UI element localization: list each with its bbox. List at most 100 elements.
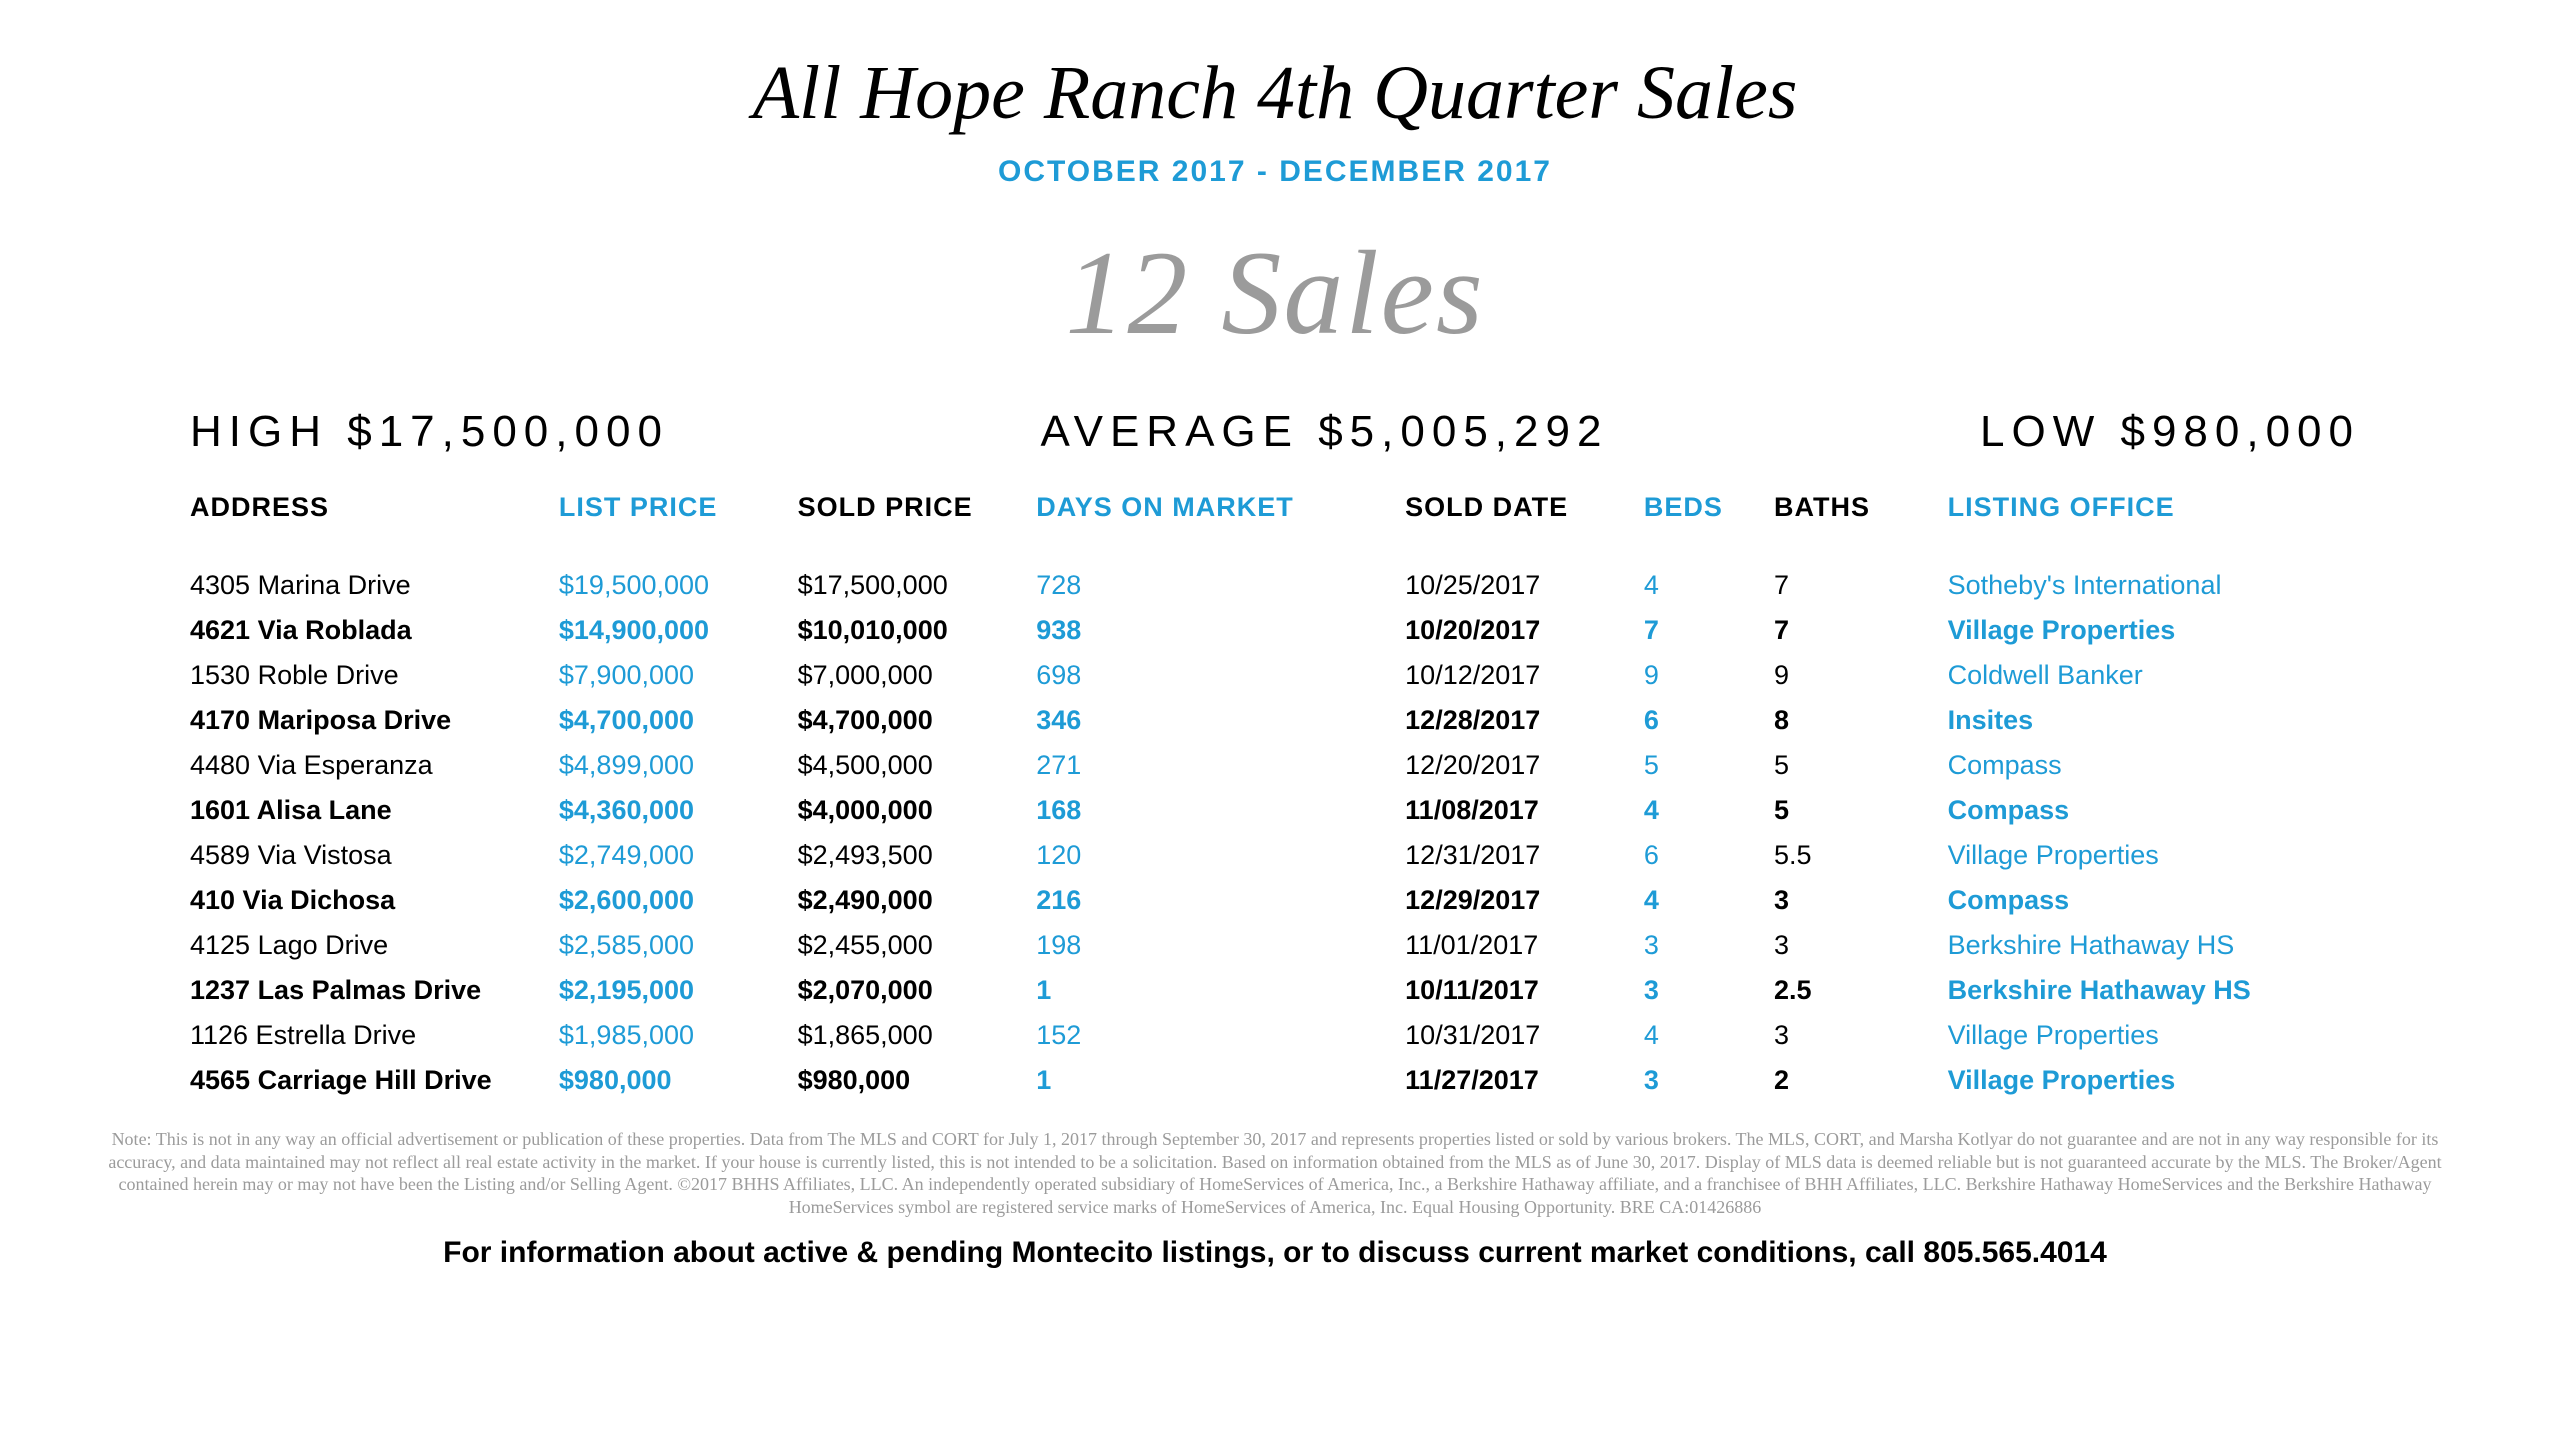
table-cell: $2,493,500 bbox=[798, 833, 1037, 878]
table-cell: 698 bbox=[1036, 653, 1405, 698]
table-cell: 4565 Carriage Hill Drive bbox=[190, 1058, 559, 1103]
column-header: LISTING OFFICE bbox=[1948, 492, 2360, 563]
table-cell: 728 bbox=[1036, 563, 1405, 608]
table-cell: 7 bbox=[1644, 608, 1774, 653]
table-cell: 4 bbox=[1644, 563, 1774, 608]
table-cell: 7 bbox=[1774, 608, 1948, 653]
cta-text: For information about active & pending M… bbox=[80, 1236, 2470, 1270]
table-cell: 10/11/2017 bbox=[1405, 968, 1644, 1013]
table-cell: $4,700,000 bbox=[559, 698, 798, 743]
table-cell: Village Properties bbox=[1948, 1013, 2360, 1058]
table-cell: 11/01/2017 bbox=[1405, 923, 1644, 968]
table-cell: $2,585,000 bbox=[559, 923, 798, 968]
table-cell: Coldwell Banker bbox=[1948, 653, 2360, 698]
table-cell: 2.5 bbox=[1774, 968, 1948, 1013]
table-row: 4621 Via Roblada$14,900,000$10,010,00093… bbox=[190, 608, 2360, 653]
table-row: 1126 Estrella Drive$1,985,000$1,865,0001… bbox=[190, 1013, 2360, 1058]
table-row: 1601 Alisa Lane$4,360,000$4,000,00016811… bbox=[190, 788, 2360, 833]
table-cell: 12/28/2017 bbox=[1405, 698, 1644, 743]
table-cell: $2,749,000 bbox=[559, 833, 798, 878]
table-cell: 5.5 bbox=[1774, 833, 1948, 878]
table-cell: 168 bbox=[1036, 788, 1405, 833]
table-cell: 9 bbox=[1774, 653, 1948, 698]
column-header: DAYS ON MARKET bbox=[1036, 492, 1405, 563]
table-cell: 4125 Lago Drive bbox=[190, 923, 559, 968]
table-cell: $1,985,000 bbox=[559, 1013, 798, 1058]
table-cell: 10/20/2017 bbox=[1405, 608, 1644, 653]
table-cell: 3 bbox=[1774, 878, 1948, 923]
table-cell: $4,899,000 bbox=[559, 743, 798, 788]
table-cell: 152 bbox=[1036, 1013, 1405, 1058]
date-range: OCTOBER 2017 - DECEMBER 2017 bbox=[80, 155, 2470, 189]
table-cell: Compass bbox=[1948, 743, 2360, 788]
table-cell: Insites bbox=[1948, 698, 2360, 743]
table-cell: 3 bbox=[1644, 923, 1774, 968]
table-cell: 5 bbox=[1774, 788, 1948, 833]
table-cell: 10/25/2017 bbox=[1405, 563, 1644, 608]
table-cell: 6 bbox=[1644, 698, 1774, 743]
table-cell: Sotheby's International bbox=[1948, 563, 2360, 608]
table-cell: 2 bbox=[1774, 1058, 1948, 1103]
stat-average: AVERAGE $5,005,292 bbox=[1041, 407, 1609, 457]
column-header: BATHS bbox=[1774, 492, 1948, 563]
table-cell: $7,000,000 bbox=[798, 653, 1037, 698]
table-cell: 410 Via Dichosa bbox=[190, 878, 559, 923]
table-cell: $4,360,000 bbox=[559, 788, 798, 833]
table-cell: 12/29/2017 bbox=[1405, 878, 1644, 923]
table-cell: 3 bbox=[1774, 923, 1948, 968]
stats-row: HIGH $17,500,000 AVERAGE $5,005,292 LOW … bbox=[80, 407, 2470, 457]
column-header: LIST PRICE bbox=[559, 492, 798, 563]
table-cell: 346 bbox=[1036, 698, 1405, 743]
table-cell: 5 bbox=[1644, 743, 1774, 788]
sales-count: 12 Sales bbox=[80, 224, 2470, 362]
table-cell: Compass bbox=[1948, 788, 2360, 833]
table-cell: $2,490,000 bbox=[798, 878, 1037, 923]
table-cell: 6 bbox=[1644, 833, 1774, 878]
table-cell: Village Properties bbox=[1948, 1058, 2360, 1103]
table-cell: 1 bbox=[1036, 1058, 1405, 1103]
table-cell: 120 bbox=[1036, 833, 1405, 878]
table-cell: $980,000 bbox=[559, 1058, 798, 1103]
table-cell: Berkshire Hathaway HS bbox=[1948, 968, 2360, 1013]
table-cell: 12/31/2017 bbox=[1405, 833, 1644, 878]
table-cell: 938 bbox=[1036, 608, 1405, 653]
column-header: BEDS bbox=[1644, 492, 1774, 563]
table-cell: $4,700,000 bbox=[798, 698, 1037, 743]
table-row: 4480 Via Esperanza$4,899,000$4,500,00027… bbox=[190, 743, 2360, 788]
table-cell: 3 bbox=[1644, 968, 1774, 1013]
table-cell: 4 bbox=[1644, 788, 1774, 833]
column-header: SOLD DATE bbox=[1405, 492, 1644, 563]
table-cell: $2,600,000 bbox=[559, 878, 798, 923]
table-cell: 4305 Marina Drive bbox=[190, 563, 559, 608]
table-cell: Berkshire Hathaway HS bbox=[1948, 923, 2360, 968]
table-cell: 1601 Alisa Lane bbox=[190, 788, 559, 833]
table-cell: $17,500,000 bbox=[798, 563, 1037, 608]
table-cell: 4170 Mariposa Drive bbox=[190, 698, 559, 743]
table-header-row: ADDRESSLIST PRICESOLD PRICEDAYS ON MARKE… bbox=[190, 492, 2360, 563]
table-cell: 10/12/2017 bbox=[1405, 653, 1644, 698]
table-cell: 271 bbox=[1036, 743, 1405, 788]
table-cell: $980,000 bbox=[798, 1058, 1037, 1103]
table-cell: 3 bbox=[1774, 1013, 1948, 1058]
table-cell: $14,900,000 bbox=[559, 608, 798, 653]
table-cell: 7 bbox=[1774, 563, 1948, 608]
table-cell: 11/27/2017 bbox=[1405, 1058, 1644, 1103]
table-cell: $7,900,000 bbox=[559, 653, 798, 698]
table-cell: 4 bbox=[1644, 878, 1774, 923]
table-cell: 4480 Via Esperanza bbox=[190, 743, 559, 788]
table-cell: 198 bbox=[1036, 923, 1405, 968]
table-cell: $4,000,000 bbox=[798, 788, 1037, 833]
table-cell: $2,455,000 bbox=[798, 923, 1037, 968]
table-row: 4125 Lago Drive$2,585,000$2,455,00019811… bbox=[190, 923, 2360, 968]
table-row: 4565 Carriage Hill Drive$980,000$980,000… bbox=[190, 1058, 2360, 1103]
table-cell: 4621 Via Roblada bbox=[190, 608, 559, 653]
table-cell: 4 bbox=[1644, 1013, 1774, 1058]
sales-table: ADDRESSLIST PRICESOLD PRICEDAYS ON MARKE… bbox=[190, 492, 2360, 1103]
column-header: SOLD PRICE bbox=[798, 492, 1037, 563]
table-row: 4305 Marina Drive$19,500,000$17,500,0007… bbox=[190, 563, 2360, 608]
table-cell: Compass bbox=[1948, 878, 2360, 923]
table-row: 1530 Roble Drive$7,900,000$7,000,0006981… bbox=[190, 653, 2360, 698]
table-cell: Village Properties bbox=[1948, 833, 2360, 878]
stat-high: HIGH $17,500,000 bbox=[190, 407, 669, 457]
disclaimer-text: Note: This is not in any way an official… bbox=[80, 1128, 2470, 1218]
